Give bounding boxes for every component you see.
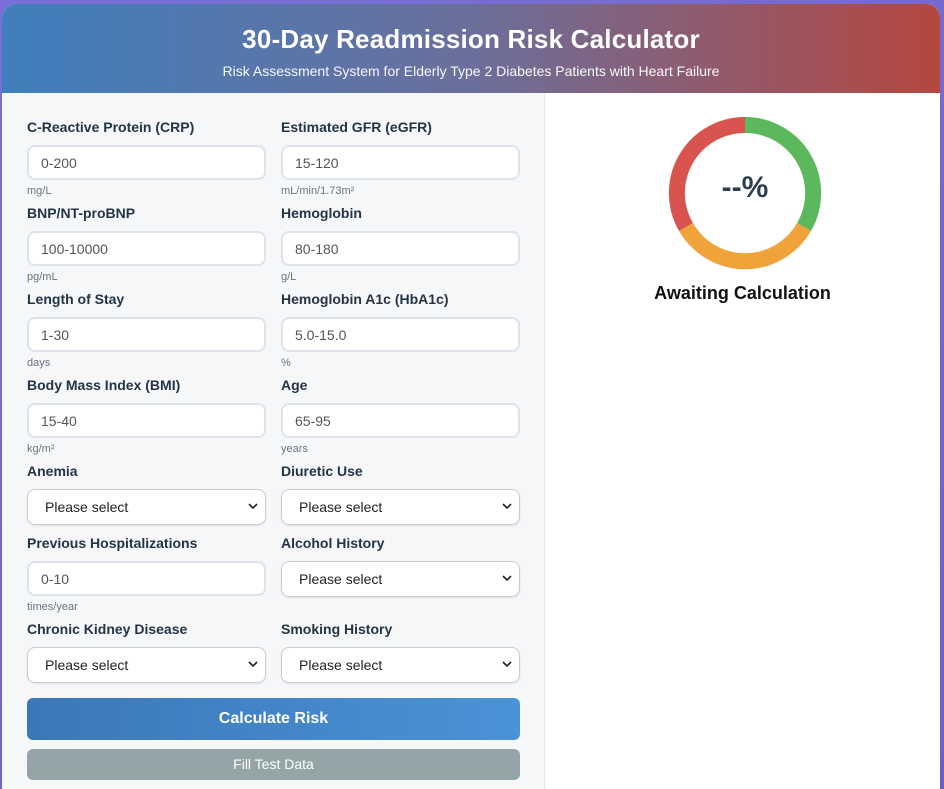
prev-hosp-label: Previous Hospitalizations: [27, 535, 198, 551]
risk-status: Awaiting Calculation: [654, 283, 831, 303]
gauge-low-segment: [744, 116, 822, 231]
chevron-down-icon: [248, 661, 258, 668]
prev-hosp-field: Previous Hospitalizations times/year: [27, 535, 266, 613]
ckd-select-value: Please select: [45, 657, 129, 673]
anemia-field: Anemia Please select: [27, 463, 266, 525]
hba1c-unit: %: [281, 357, 291, 369]
crp-field: C-Reactive Protein (CRP) mg/L: [27, 119, 266, 197]
hba1c-label: Hemoglobin A1c (HbA1c): [281, 291, 449, 307]
los-field: Length of Stay days: [27, 291, 266, 369]
crp-label: C-Reactive Protein (CRP): [27, 119, 195, 135]
age-field: Age years: [281, 377, 520, 455]
prev-hosp-input[interactable]: [27, 561, 266, 596]
bnp-label: BNP/NT-proBNP: [27, 205, 136, 221]
bnp-unit: pg/mL: [27, 271, 58, 283]
bmi-label: Body Mass Index (BMI): [27, 377, 181, 393]
smoking-select-value: Please select: [299, 657, 383, 673]
crp-input[interactable]: [27, 145, 266, 180]
egfr-unit: mL/min/1.73m²: [281, 185, 355, 197]
hemoglobin-field: Hemoglobin g/L: [281, 205, 520, 283]
calculator-app: 30-Day Readmission Risk Calculator Risk …: [2, 4, 940, 789]
hemoglobin-input[interactable]: [281, 231, 520, 266]
hemoglobin-label: Hemoglobin: [281, 205, 362, 221]
bmi-unit: kg/m²: [27, 443, 55, 455]
header: 30-Day Readmission Risk Calculator Risk …: [2, 4, 940, 93]
gauge-high-segment: [668, 116, 746, 231]
diuretic-select[interactable]: Please select: [281, 489, 520, 525]
hba1c-input[interactable]: [281, 317, 520, 352]
alcohol-select[interactable]: Please select: [281, 561, 520, 597]
smoking-label: Smoking History: [281, 621, 393, 637]
egfr-input[interactable]: [281, 145, 520, 180]
crp-unit: mg/L: [27, 185, 52, 197]
smoking-select[interactable]: Please select: [281, 647, 520, 683]
age-unit: years: [281, 443, 308, 455]
diuretic-field: Diuretic Use Please select: [281, 463, 520, 525]
ckd-field: Chronic Kidney Disease Please select: [27, 621, 266, 683]
los-unit: days: [27, 357, 51, 369]
anemia-select[interactable]: Please select: [27, 489, 266, 525]
chevron-down-icon: [502, 503, 512, 510]
input-panel: C-Reactive Protein (CRP) mg/L Estimated …: [2, 93, 545, 789]
bmi-input[interactable]: [27, 403, 266, 438]
risk-percentage: --%: [721, 171, 769, 204]
diuretic-select-value: Please select: [299, 499, 383, 515]
fill-test-data-button[interactable]: Fill Test Data: [27, 749, 520, 780]
prev-hosp-unit: times/year: [27, 601, 78, 613]
bnp-field: BNP/NT-proBNP pg/mL: [27, 205, 266, 283]
bnp-input[interactable]: [27, 231, 266, 266]
alcohol-label: Alcohol History: [281, 535, 385, 551]
calculate-risk-button[interactable]: Calculate Risk: [27, 698, 520, 740]
risk-gauge: [668, 116, 822, 270]
chevron-down-icon: [502, 575, 512, 582]
age-input[interactable]: [281, 403, 520, 438]
ckd-select[interactable]: Please select: [27, 647, 266, 683]
los-input[interactable]: [27, 317, 266, 352]
page-subtitle: Risk Assessment System for Elderly Type …: [222, 63, 720, 79]
ckd-label: Chronic Kidney Disease: [27, 621, 188, 637]
hba1c-field: Hemoglobin A1c (HbA1c) %: [281, 291, 520, 369]
egfr-field: Estimated GFR (eGFR) mL/min/1.73m²: [281, 119, 520, 197]
gauge-medium-segment: [679, 222, 811, 270]
alcohol-field: Alcohol History Please select: [281, 535, 520, 597]
chevron-down-icon: [248, 503, 258, 510]
result-panel: --% Awaiting Calculation: [545, 93, 940, 789]
alcohol-select-value: Please select: [299, 571, 383, 587]
page-title: 30-Day Readmission Risk Calculator: [242, 24, 700, 54]
age-label: Age: [281, 377, 308, 393]
bmi-field: Body Mass Index (BMI) kg/m²: [27, 377, 266, 455]
anemia-label: Anemia: [27, 463, 78, 479]
smoking-field: Smoking History Please select: [281, 621, 520, 683]
anemia-select-value: Please select: [45, 499, 129, 515]
chevron-down-icon: [502, 661, 512, 668]
los-label: Length of Stay: [27, 291, 125, 307]
diuretic-label: Diuretic Use: [281, 463, 363, 479]
egfr-label: Estimated GFR (eGFR): [281, 119, 432, 135]
hemoglobin-unit: g/L: [281, 271, 297, 283]
